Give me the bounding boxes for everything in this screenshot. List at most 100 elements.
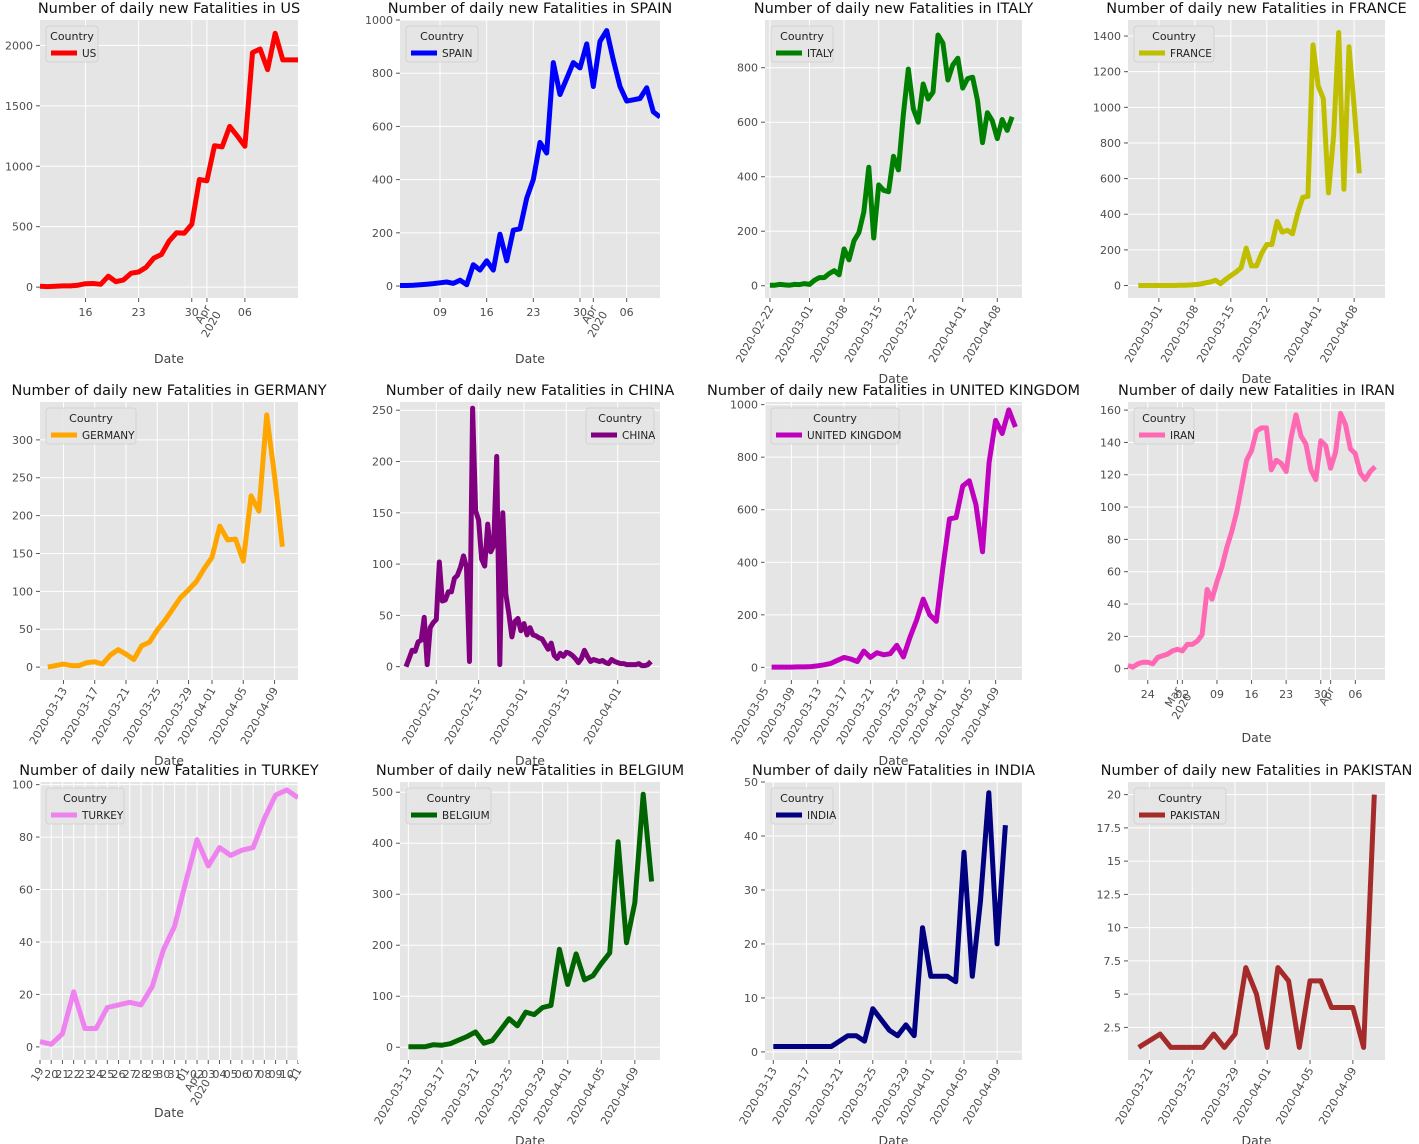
chart-title: Number of daily new Fatalities in CHINA (386, 383, 675, 399)
x-tick-label: 29 (145, 1068, 159, 1081)
x-tick-label-line: 2020-04-05 (1273, 1065, 1316, 1127)
y-tick-label: 5 (1114, 988, 1121, 1001)
x-tick-label: 23 (526, 306, 540, 319)
x-tick-label: 23 (1279, 688, 1293, 701)
y-tick-label: 800 (737, 451, 758, 464)
x-tick-label: 2020-03-25 (1156, 1065, 1199, 1127)
y-tick-label: 400 (1100, 208, 1121, 221)
y-tick-label: 0 (386, 280, 393, 293)
x-tick-label: 2020-02-01 (400, 685, 443, 747)
legend: Country TURKEY (45, 787, 125, 825)
legend: Country IRAN (1133, 407, 1195, 445)
y-tick-label: 600 (1100, 173, 1121, 186)
y-tick-label: 80 (1107, 533, 1121, 546)
legend-entry: US (82, 48, 97, 60)
legend: Country ITALY (770, 25, 834, 63)
y-tick-label: 150 (372, 507, 393, 520)
legend-title: Country (598, 412, 642, 425)
y-tick-label: 800 (372, 67, 393, 80)
series-line (39, 787, 300, 1047)
y-tick-label: 80 (19, 831, 33, 844)
y-tick-label: 20 (1107, 630, 1121, 643)
x-tick-label: 22 (67, 1068, 81, 1081)
x-tick-label-line: 2020-03-01 (487, 685, 530, 747)
x-tick-label: 30 (1314, 688, 1328, 701)
x-tick-label: 2020-04-05 (1273, 1065, 1316, 1127)
legend: Country CHINA (585, 407, 656, 445)
y-tick-label: 600 (737, 504, 758, 517)
x-tick-label: 2020-03-15 (530, 685, 573, 747)
legend-entry: ITALY (807, 48, 834, 60)
chart-title: Number of daily new Fatalities in IRAN (1118, 383, 1395, 399)
y-tick-label: 200 (737, 609, 758, 622)
legend-title: Country (420, 30, 464, 43)
y-tick-label: 250 (12, 472, 33, 485)
x-tick-label: 02 (190, 1068, 204, 1081)
y-tick-label: 30 (744, 884, 758, 897)
x-axis-label: Date (515, 1133, 545, 1144)
x-tick-label-line: 19 (28, 1065, 46, 1084)
edge-mask (1385, 17, 1391, 301)
y-tick-label: 0 (26, 1041, 33, 1054)
edge-mask (298, 779, 304, 1063)
x-axis-label: Date (1242, 1133, 1272, 1144)
x-tick-label: 28 (134, 1068, 148, 1081)
legend-title: Country (1142, 412, 1186, 425)
x-tick-label: 06 (1348, 688, 1362, 701)
x-tick-label: 06 (235, 1068, 249, 1081)
x-tick-label: 16 (79, 306, 93, 319)
y-tick-label: 50 (744, 776, 758, 789)
x-axis-label: Date (1242, 730, 1272, 745)
x-axis-label: Date (879, 1133, 909, 1144)
edge-mask (660, 399, 666, 683)
y-tick-label: 1200 (1093, 66, 1121, 79)
x-axis-label: Date (879, 371, 909, 386)
x-tick-label: 24 (1141, 688, 1155, 701)
chart-title: Number of daily new Fatalities in SPAIN (388, 1, 673, 17)
y-tick-label: 2000 (5, 39, 33, 52)
x-tick-label: 09 (1210, 688, 1224, 701)
y-tick-label: 0 (26, 661, 33, 674)
chart-title: Number of daily new Fatalities in FRANCE (1106, 1, 1406, 17)
x-tick-label: 06 (620, 306, 634, 319)
x-tick-label: 10 (280, 1068, 294, 1081)
x-axis-label: Date (515, 753, 545, 768)
y-tick-label: 20 (19, 988, 33, 1001)
chart-title: Number of daily new Fatalities in GERMAN… (11, 383, 326, 399)
x-tick-label: 2020-04-09 (1316, 1065, 1359, 1127)
legend-entry: IRAN (1170, 430, 1195, 442)
x-tick-label: 31 (168, 1068, 182, 1081)
x-tick-label: 26 (112, 1068, 126, 1081)
series-line (408, 791, 655, 1050)
y-tick-label: 400 (737, 556, 758, 569)
subplot-belgium: 01002003004005002020-03-132020-03-172020… (372, 763, 684, 1144)
legend-entry: UNITED KINGDOM (807, 430, 902, 442)
chart-title: Number of daily new Fatalities in US (38, 1, 300, 17)
plot-area (40, 782, 298, 1060)
x-tick-label-line: 2020-04-08 (1318, 303, 1361, 365)
chart-title: Number of daily new Fatalities in ITALY (754, 1, 1034, 17)
y-tick-label: 300 (12, 434, 33, 447)
plot-area (40, 402, 298, 680)
x-axis-label: Date (515, 351, 545, 366)
legend-title: Country (1158, 792, 1202, 805)
x-tick-label: 2020-03-22 (1230, 303, 1273, 365)
x-tick-label-line: 11 (286, 1065, 304, 1084)
y-tick-label: 200 (737, 225, 758, 238)
y-tick-label: 400 (737, 171, 758, 184)
series-line (1127, 410, 1377, 670)
x-tick-label-line: 2020-02-01 (400, 685, 443, 747)
series-line (1138, 30, 1362, 288)
legend-entry: CHINA (622, 430, 656, 442)
x-tick-label: 07 (246, 1068, 260, 1081)
chart-title: Number of daily new Fatalities in INDIA (752, 763, 1035, 779)
y-tick-label: 7.5 (1104, 955, 1122, 968)
legend: Country SPAIN (405, 25, 479, 63)
x-axis-label: Date (154, 753, 184, 768)
y-tick-label: 0 (751, 1046, 758, 1059)
x-tick-label: 05 (224, 1068, 238, 1081)
edge-mask (298, 399, 304, 683)
legend-entry: SPAIN (442, 48, 472, 60)
legend-title: Country (813, 412, 857, 425)
x-tick-label: 2020-03-21 (1113, 1065, 1156, 1127)
